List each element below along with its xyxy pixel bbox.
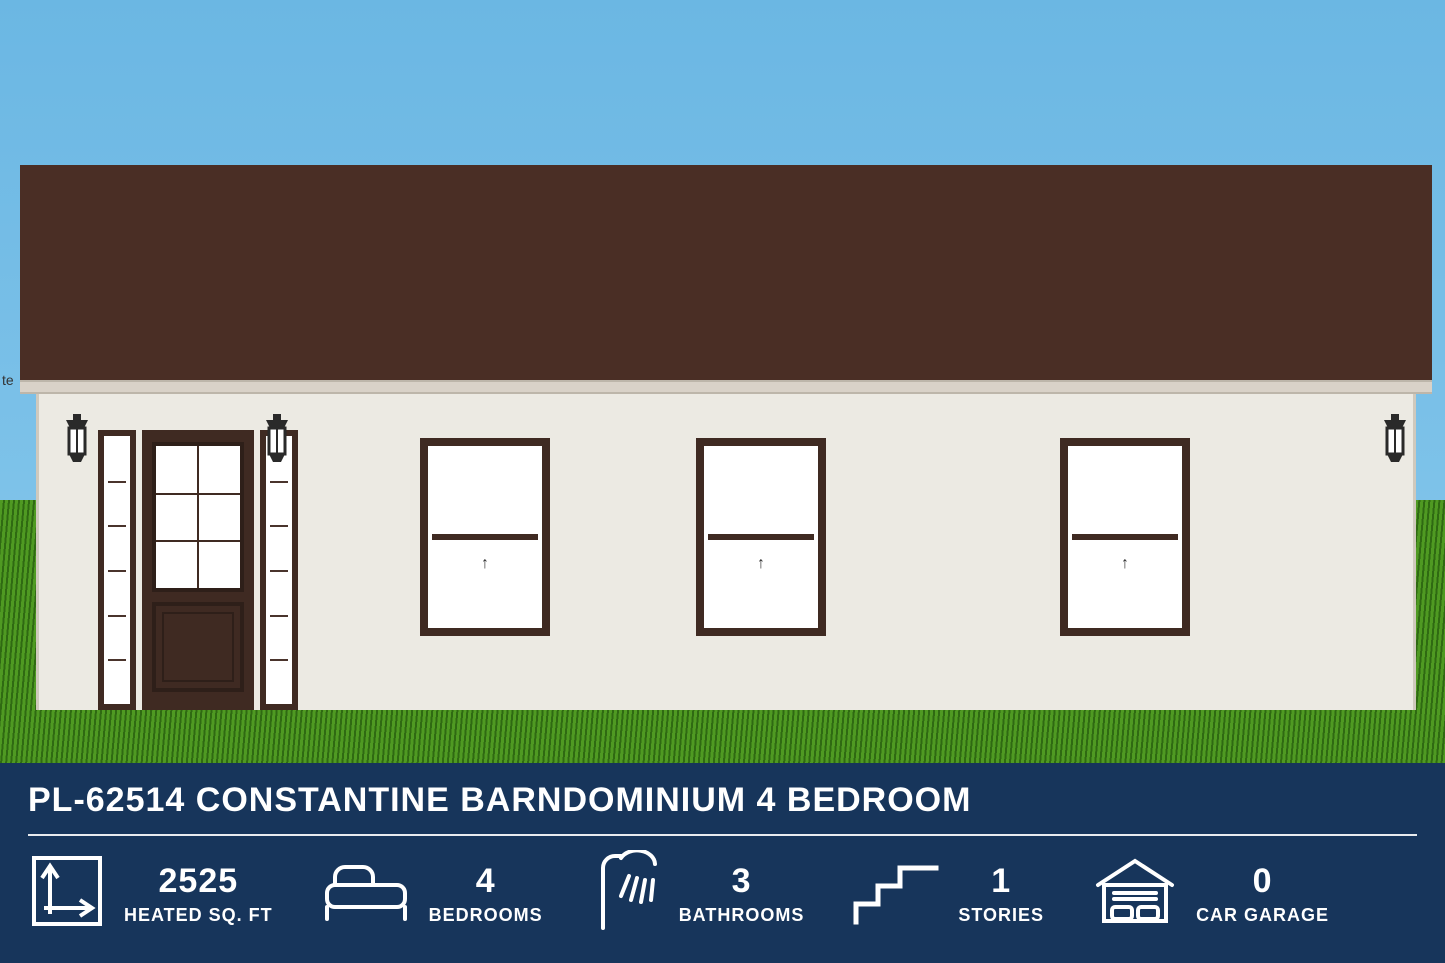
door-sidelight [98,430,136,710]
cropped-text: te [2,372,14,388]
stat-value: 2525 [159,862,239,901]
wall-lantern-icon [60,414,94,471]
up-arrow-icon: ↑ [1121,555,1129,573]
stat-item: 3 BATHROOMS [591,850,805,937]
stairs-icon [852,856,940,931]
garage-icon [1092,855,1178,932]
bed-icon [321,859,411,928]
stat-text: 3 BATHROOMS [679,862,805,926]
roof [20,165,1432,380]
stat-item: 0 CAR GARAGE [1092,855,1329,932]
stat-item: 2525 HEATED SQ. FT [28,852,273,935]
door-panel [152,602,244,692]
stat-text: 2525 HEATED SQ. FT [124,862,273,926]
floorplan-arrows-icon [28,852,106,935]
stat-item: 1 STORIES [852,856,1044,931]
stats-row: 2525 HEATED SQ. FT 4 BEDROOMS 3 BATHROOMS 1… [28,834,1417,937]
plan-title: PL-62514 CONSTANTINE BARNDOMINIUM 4 BEDR… [28,781,1417,820]
infographic-card: te ↑ ↑ ↑ PL-62514 CONSTANTINE BARNDOMINIUM … [0,0,1445,963]
stat-label: BEDROOMS [429,905,543,926]
roof-fascia [20,380,1432,394]
window: ↑ [696,438,826,636]
door-sidelight [260,430,298,710]
stat-value: 3 [732,862,752,901]
door-window [152,442,244,592]
front-door [98,430,298,710]
stat-label: STORIES [958,905,1044,926]
stat-label: HEATED SQ. FT [124,905,273,926]
wall-lantern-icon [1378,414,1412,471]
stat-value: 4 [476,862,496,901]
stat-value: 0 [1253,862,1273,901]
up-arrow-icon: ↑ [481,555,489,573]
stat-label: BATHROOMS [679,905,805,926]
stat-item: 4 BEDROOMS [321,859,543,928]
window: ↑ [420,438,550,636]
stat-text: 4 BEDROOMS [429,862,543,926]
up-arrow-icon: ↑ [757,555,765,573]
door-slab [142,430,254,710]
stat-label: CAR GARAGE [1196,905,1329,926]
info-banner: PL-62514 CONSTANTINE BARNDOMINIUM 4 BEDR… [0,763,1445,963]
wall-lantern-icon [260,414,294,471]
shower-icon [591,850,661,937]
window: ↑ [1060,438,1190,636]
stat-text: 0 CAR GARAGE [1196,862,1329,926]
stat-text: 1 STORIES [958,862,1044,926]
stat-value: 1 [991,862,1011,901]
